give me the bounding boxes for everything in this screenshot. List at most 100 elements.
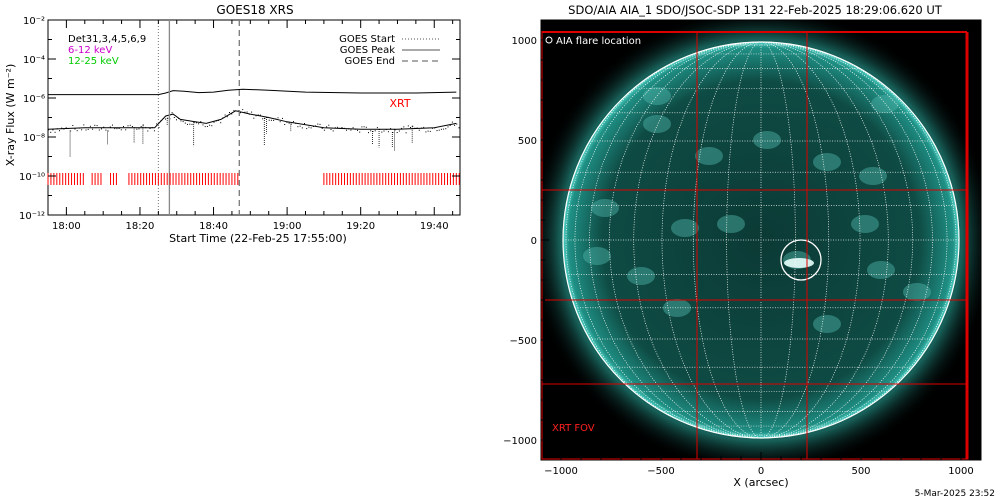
x-tick-label: 19:40 (420, 221, 449, 232)
noise-point (138, 128, 140, 130)
noise-point (410, 127, 411, 128)
noise-point (50, 131, 52, 133)
noise-point (76, 130, 78, 132)
noise-point (72, 125, 74, 126)
noise-point (89, 125, 91, 127)
noise-point (59, 130, 60, 132)
solar-limb (562, 41, 960, 439)
noise-point (319, 123, 321, 125)
flare-brightening (784, 258, 814, 268)
longitude-line (661, 41, 762, 439)
goes-x-axis-label: Start Time (22-Feb-25 17:55:00) (169, 232, 347, 245)
longitude-line (633, 41, 762, 439)
noise-point (299, 125, 301, 127)
longitude-line (760, 41, 796, 439)
legend-label: GOES Start (339, 34, 395, 45)
noise-point (176, 119, 177, 121)
noise-point (158, 127, 160, 128)
noise-point (343, 127, 345, 129)
noise-point (125, 129, 127, 131)
aia-sun-group (541, 20, 981, 460)
goes-series-noise (48, 109, 460, 157)
active-region (813, 153, 841, 171)
aia-x-tick-label: 0 (758, 466, 764, 477)
noise-point (142, 124, 144, 126)
noise-point (357, 129, 358, 131)
noise-point (387, 131, 389, 133)
noise-point (145, 127, 147, 129)
noise-point (414, 127, 416, 129)
active-region (671, 219, 699, 237)
noise-point (456, 123, 458, 125)
noise-point (198, 123, 200, 125)
noise-point (323, 129, 325, 131)
noise-point (374, 130, 376, 132)
noise-point (390, 128, 392, 130)
noise-point (240, 112, 241, 114)
noise-point (381, 131, 383, 133)
noise-point (248, 113, 250, 115)
goes-plot-title: GOES18 XRS (216, 3, 293, 17)
noise-point (412, 125, 414, 127)
noise-point (301, 127, 303, 129)
noise-point (288, 122, 290, 124)
noise-point (317, 123, 319, 125)
noise-point (282, 117, 283, 119)
channel-label: Det31,3,4,5,6,9 (68, 34, 146, 45)
x-tick-label: 18:40 (199, 221, 228, 232)
noise-point (48, 129, 49, 131)
noise-point (226, 116, 228, 118)
noise-point (304, 123, 305, 124)
noise-point (401, 127, 403, 129)
flare-legend-label: AIA flare location (556, 36, 641, 47)
noise-point (96, 125, 98, 127)
noise-point (310, 127, 312, 129)
y-tick-label: 10⁻⁶ (23, 94, 45, 105)
noise-point (120, 129, 122, 131)
noise-point (92, 128, 94, 130)
noise-point (202, 124, 204, 126)
noise-point (101, 128, 102, 130)
noise-point (346, 129, 347, 131)
active-region (813, 315, 841, 333)
noise-point (74, 128, 76, 130)
goes-series-line-2 (47, 110, 457, 130)
active-region (859, 167, 887, 185)
noise-point (220, 122, 222, 124)
noise-point (398, 130, 400, 132)
x-tick-label: 18:20 (126, 221, 155, 232)
noise-point (440, 128, 442, 130)
footer-timestamp: 5-Mar-2025 23:52 (915, 489, 995, 499)
noise-point (129, 124, 131, 126)
noise-point (449, 124, 451, 126)
noise-point (425, 131, 427, 133)
noise-point (87, 128, 89, 130)
xrt-fov-grid (541, 31, 969, 460)
noise-point (306, 128, 308, 130)
noise-point (257, 114, 259, 116)
noise-point (361, 126, 363, 128)
noise-point (178, 117, 180, 119)
noise-point (116, 128, 118, 130)
active-region (717, 215, 745, 233)
noise-point (354, 128, 356, 130)
noise-point (54, 131, 56, 133)
noise-point (70, 130, 72, 132)
noise-point (231, 113, 233, 115)
noise-point (273, 119, 275, 121)
noise-point (147, 130, 149, 132)
noise-point (370, 130, 372, 132)
noise-point (403, 126, 405, 128)
noise-point (136, 128, 138, 130)
longitude-line (760, 41, 830, 439)
goes-x-ticks: 18:00 18:20 18:40 19:00 19:20 19:40 (52, 20, 454, 232)
heliographic-grid (563, 41, 959, 439)
noise-point (293, 121, 294, 123)
noise-point (107, 130, 109, 132)
noise-point (123, 126, 124, 127)
noise-point (217, 120, 219, 121)
noise-point (365, 126, 367, 128)
noise-point (149, 128, 151, 129)
